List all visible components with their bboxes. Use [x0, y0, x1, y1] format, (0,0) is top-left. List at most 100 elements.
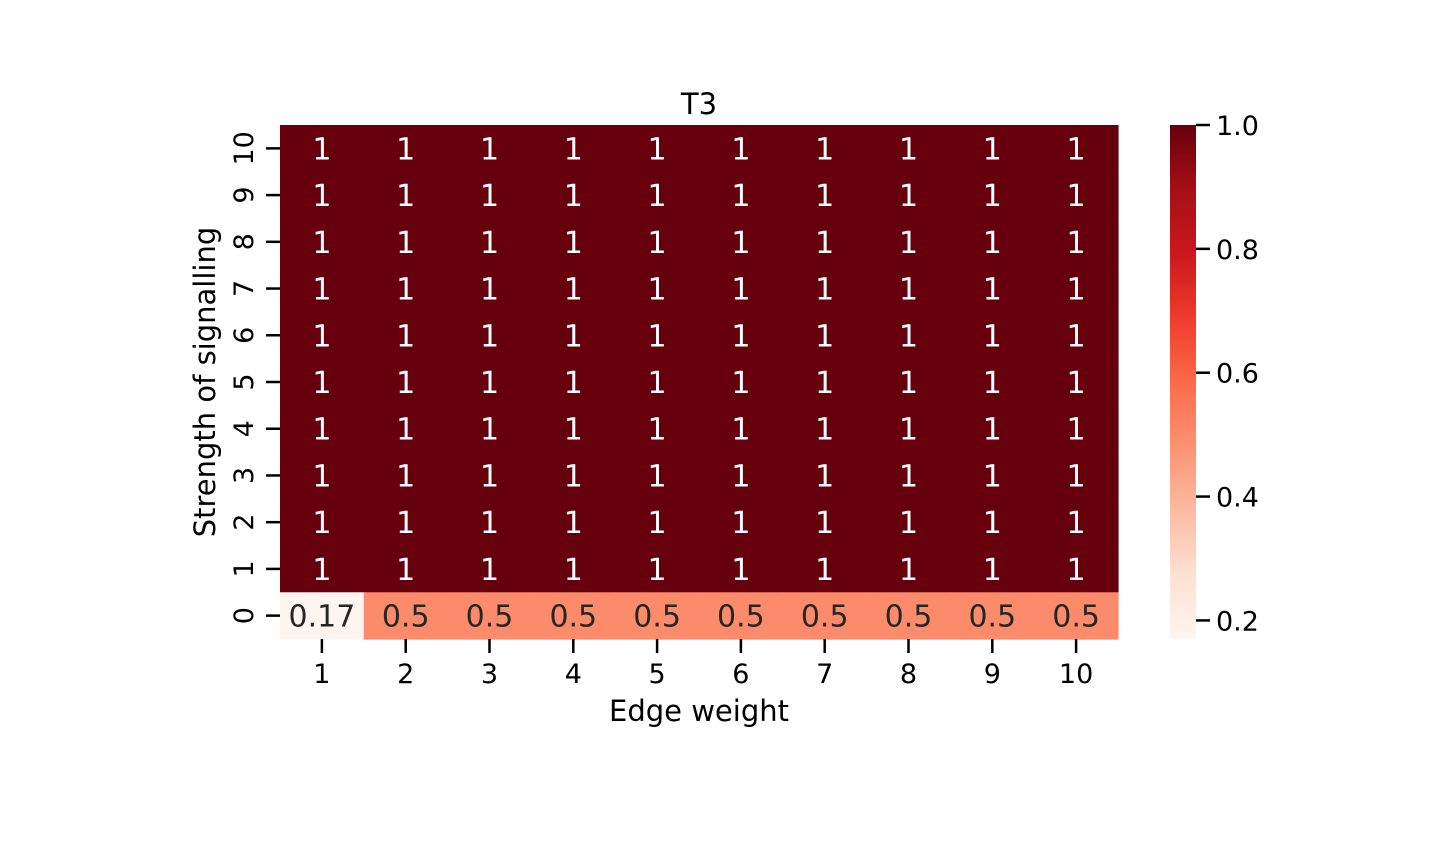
heatmap-cell	[531, 545, 616, 593]
cell-value-label: 1	[480, 413, 499, 448]
heatmap-cell	[1034, 265, 1119, 313]
cell-value-label: 1	[312, 366, 331, 401]
cell-value-label: 1	[648, 413, 667, 448]
cell-value-label: 1	[983, 226, 1002, 261]
heatmap-cell	[699, 171, 784, 220]
heatmap-cell	[615, 592, 700, 640]
heatmap-cell	[699, 218, 784, 266]
heatmap-cell	[615, 498, 700, 547]
cell-value-label: 1	[1067, 319, 1086, 354]
heatmap-cell	[531, 592, 616, 640]
cell-value-label: 0.5	[885, 600, 933, 635]
cell-value-label: 1	[396, 366, 415, 401]
heatmap-cell	[280, 452, 365, 500]
x-tick-label: 3	[481, 659, 498, 690]
heatmap-cell	[699, 358, 784, 406]
cell-value-label: 1	[396, 273, 415, 308]
heatmap-cell	[699, 265, 784, 313]
heatmap-cell	[950, 498, 1035, 547]
heatmap-cell	[782, 358, 868, 406]
heatmap-cell	[615, 358, 700, 406]
heatmap-cell	[699, 592, 784, 640]
cell-value-label: 1	[731, 506, 750, 541]
heatmap-cell	[280, 125, 365, 173]
cell-value-label: 1	[1067, 506, 1086, 541]
heatmap-cell	[280, 358, 365, 406]
heatmap-cell	[699, 125, 784, 173]
heatmap-cell	[363, 545, 449, 593]
cell-value-label: 1	[1067, 179, 1086, 214]
colorbar-tick-label: 0.6	[1216, 359, 1259, 390]
cell-value-label: 1	[648, 553, 667, 588]
colorbar-tick-label: 1.0	[1216, 111, 1259, 142]
cell-value-label: 1	[983, 366, 1002, 401]
x-tick-label: 9	[984, 659, 1001, 690]
cell-value-label: 1	[480, 459, 499, 494]
heatmap-cell	[615, 218, 700, 266]
heatmap-cell	[363, 218, 449, 266]
cell-value-label: 1	[731, 319, 750, 354]
cell-value-label: 1	[396, 459, 415, 494]
x-tick-label: 6	[732, 659, 749, 690]
cell-value-label: 1	[648, 319, 667, 354]
y-tick-label: 2	[229, 514, 260, 531]
heatmap-cell	[782, 545, 868, 593]
cell-value-label: 1	[899, 132, 918, 167]
cell-value-label: 1	[731, 226, 750, 261]
cell-value-label: 1	[731, 459, 750, 494]
cell-value-label: 1	[983, 413, 1002, 448]
cell-value-label: 0.5	[968, 600, 1016, 635]
x-tick-label: 8	[900, 659, 917, 690]
heatmap-cell	[615, 125, 700, 173]
heatmap-cell	[363, 592, 449, 640]
cell-value-label: 1	[648, 132, 667, 167]
cell-value-label: 0.5	[633, 600, 681, 635]
cell-value-label: 1	[1067, 553, 1086, 588]
cell-value-label: 1	[480, 226, 499, 261]
cell-value-label: 0.17	[289, 600, 356, 635]
heatmap-cell	[866, 265, 951, 313]
y-tick-label: 9	[229, 186, 260, 203]
heatmap-cell	[950, 452, 1035, 500]
heatmap-cell	[782, 311, 868, 360]
cell-value-label: 1	[731, 273, 750, 308]
heatmap-cell	[950, 125, 1035, 173]
heatmap-cell	[531, 311, 616, 360]
heatmap-cell	[531, 265, 616, 313]
cell-value-label: 0.5	[1052, 600, 1100, 635]
colorbar-gradient	[1170, 125, 1196, 639]
heatmap-cell	[782, 171, 868, 220]
heatmap-cell	[950, 545, 1035, 593]
heatmap-cell	[950, 265, 1035, 313]
heatmap-cell	[615, 452, 700, 500]
cell-value-label: 0.5	[382, 600, 430, 635]
cell-value-label: 1	[731, 553, 750, 588]
cell-value-label: 1	[312, 553, 331, 588]
cell-value-label: 1	[899, 459, 918, 494]
y-tick-label: 10	[229, 131, 260, 165]
heatmap-cell	[1034, 171, 1119, 220]
heatmap-cell	[363, 405, 449, 453]
cell-value-label: 1	[899, 413, 918, 448]
heatmap-cell	[950, 592, 1035, 640]
cell-value-label: 1	[396, 553, 415, 588]
cell-value-label: 1	[480, 506, 499, 541]
heatmap-cell	[782, 218, 868, 266]
heatmap-cell	[531, 218, 616, 266]
heatmap-cell	[280, 171, 365, 220]
heatmap-cell	[531, 358, 616, 406]
heatmap-cell	[447, 545, 532, 593]
cell-value-label: 1	[312, 459, 331, 494]
cell-value-label: 1	[983, 273, 1002, 308]
cell-value-label: 1	[312, 319, 331, 354]
colorbar: 0.2 0.4 0.6 0.8 1.0	[1170, 111, 1259, 639]
heatmap-cell	[531, 171, 616, 220]
heatmap-cell	[950, 311, 1035, 360]
heatmap-cell	[866, 405, 951, 453]
cell-value-label: 0.5	[466, 600, 514, 635]
cell-value-label: 1	[396, 179, 415, 214]
cell-value-label: 1	[648, 273, 667, 308]
heatmap-cell	[1034, 498, 1119, 547]
cell-value-label: 1	[564, 366, 583, 401]
heatmap-cell	[363, 311, 449, 360]
